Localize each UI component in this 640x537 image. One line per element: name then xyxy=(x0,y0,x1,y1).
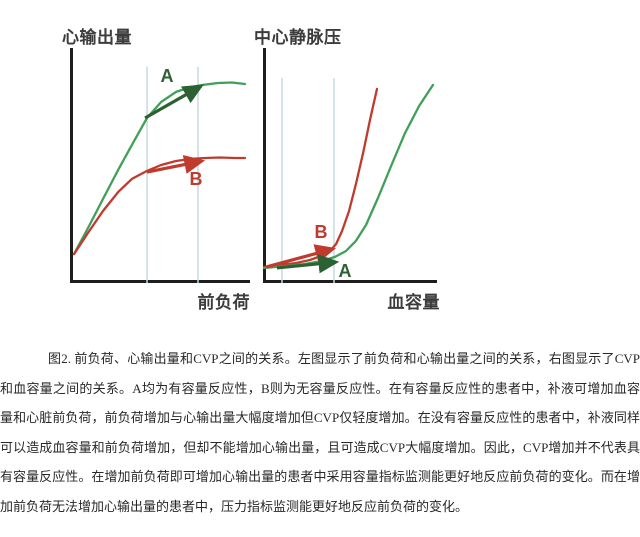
left-chart-title: 心输出量 xyxy=(62,28,132,47)
right-chart-axes xyxy=(263,48,437,283)
curve-label-B: B xyxy=(314,222,327,242)
right-chart-xlabel: 血容量 xyxy=(387,293,440,312)
curve-label-A: A xyxy=(161,66,174,86)
right-chart-cvp: BA xyxy=(262,48,437,283)
left-chart-cardiac-output: AB xyxy=(70,48,250,283)
arrow-A xyxy=(144,84,204,120)
left-chart-xlabel: 前负荷 xyxy=(197,293,250,312)
curve-A xyxy=(262,83,435,270)
curve-label-B: B xyxy=(190,169,203,189)
curve-A xyxy=(72,81,247,256)
right-chart-title: 中心静脉压 xyxy=(254,28,342,47)
curve-label-A: A xyxy=(338,261,351,281)
figure-caption: 图2. 前负荷、心输出量和CVP之间的关系。左图显示了前负荷和心输出量之间的关系… xyxy=(0,351,640,514)
arrow-B xyxy=(146,155,206,174)
left-chart-axes xyxy=(70,48,250,283)
arrow-B xyxy=(265,244,337,269)
curve-B xyxy=(262,87,379,269)
curve-B xyxy=(72,156,247,256)
arrow-A xyxy=(276,254,340,274)
